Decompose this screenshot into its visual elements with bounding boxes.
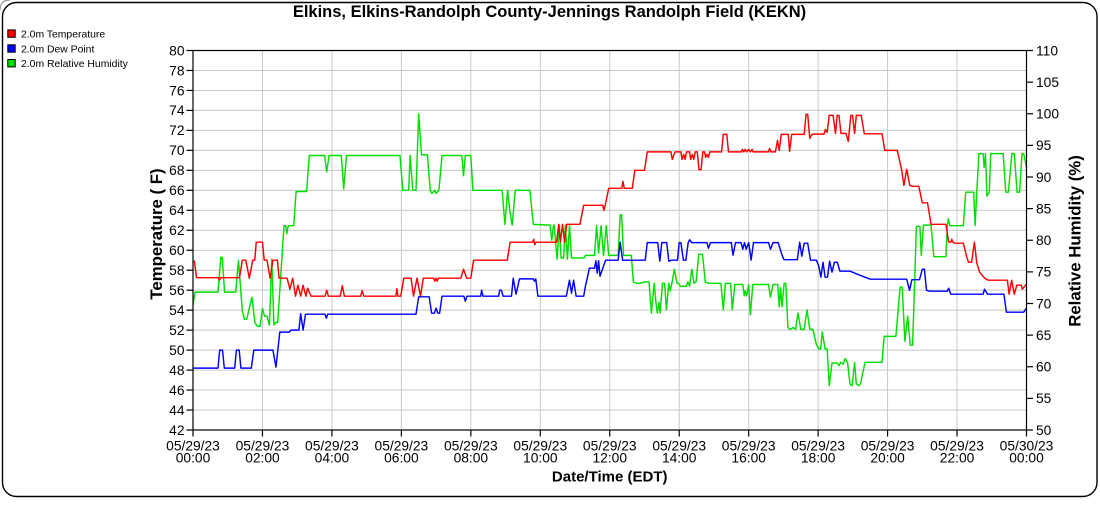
svg-text:50: 50 <box>1036 423 1052 438</box>
svg-text:64: 64 <box>169 203 185 218</box>
svg-text:05/29/23: 05/29/23 <box>583 438 637 453</box>
svg-text:46: 46 <box>169 383 185 398</box>
svg-text:05/29/23: 05/29/23 <box>861 438 915 453</box>
svg-text:72: 72 <box>169 123 184 138</box>
svg-text:95: 95 <box>1036 138 1052 153</box>
svg-text:60: 60 <box>1036 360 1052 375</box>
svg-text:42: 42 <box>169 423 184 438</box>
svg-text:18:00: 18:00 <box>801 450 836 465</box>
svg-text:50: 50 <box>169 343 185 358</box>
svg-text:48: 48 <box>169 363 185 378</box>
svg-text:05/30/23: 05/30/23 <box>1000 438 1054 453</box>
svg-text:2.0m Relative Humidity: 2.0m Relative Humidity <box>21 59 129 70</box>
svg-text:52: 52 <box>169 323 184 338</box>
svg-text:66: 66 <box>169 183 185 198</box>
svg-text:05/29/23: 05/29/23 <box>791 438 845 453</box>
svg-text:70: 70 <box>1036 296 1052 311</box>
svg-text:12:00: 12:00 <box>592 450 627 465</box>
svg-text:Date/Time (EDT): Date/Time (EDT) <box>552 469 668 486</box>
svg-text:00:00: 00:00 <box>1009 450 1044 465</box>
svg-text:74: 74 <box>169 103 185 118</box>
svg-text:Relative Humidity (%): Relative Humidity (%) <box>1066 155 1085 327</box>
svg-text:05/29/23: 05/29/23 <box>166 438 220 453</box>
svg-text:06:00: 06:00 <box>384 450 419 465</box>
svg-text:Elkins, Elkins-Randolph County: Elkins, Elkins-Randolph County-Jennings … <box>293 3 806 21</box>
svg-text:02:00: 02:00 <box>245 450 280 465</box>
svg-text:05/29/23: 05/29/23 <box>652 438 706 453</box>
svg-text:70: 70 <box>169 143 185 158</box>
svg-text:16:00: 16:00 <box>731 450 766 465</box>
svg-text:62: 62 <box>169 223 184 238</box>
svg-text:05/29/23: 05/29/23 <box>930 438 984 453</box>
svg-text:90: 90 <box>1036 170 1052 185</box>
svg-text:Temperature ( F): Temperature ( F) <box>147 168 166 299</box>
svg-text:75: 75 <box>1036 265 1052 280</box>
svg-text:04:00: 04:00 <box>315 450 350 465</box>
svg-text:58: 58 <box>169 263 185 278</box>
svg-text:78: 78 <box>169 63 185 78</box>
svg-text:76: 76 <box>169 83 185 98</box>
svg-text:2.0m Dew Point: 2.0m Dew Point <box>21 44 94 55</box>
svg-text:05/29/23: 05/29/23 <box>305 438 359 453</box>
svg-text:100: 100 <box>1036 107 1059 122</box>
svg-text:05/29/23: 05/29/23 <box>236 438 290 453</box>
svg-text:14:00: 14:00 <box>662 450 697 465</box>
svg-text:05/29/23: 05/29/23 <box>444 438 498 453</box>
svg-text:110: 110 <box>1036 43 1058 58</box>
svg-text:68: 68 <box>169 163 185 178</box>
svg-text:10:00: 10:00 <box>523 450 558 465</box>
svg-text:05/29/23: 05/29/23 <box>722 438 776 453</box>
svg-text:56: 56 <box>169 283 185 298</box>
svg-text:44: 44 <box>169 403 185 418</box>
svg-text:60: 60 <box>169 243 185 258</box>
svg-text:85: 85 <box>1036 201 1052 216</box>
svg-text:105: 105 <box>1036 75 1059 90</box>
svg-text:05/29/23: 05/29/23 <box>513 438 567 453</box>
svg-text:05/29/23: 05/29/23 <box>375 438 429 453</box>
svg-text:65: 65 <box>1036 328 1052 343</box>
svg-text:22:00: 22:00 <box>940 450 975 465</box>
svg-text:54: 54 <box>169 303 185 318</box>
svg-text:00:00: 00:00 <box>176 450 211 465</box>
svg-text:2.0m Temperature: 2.0m Temperature <box>21 30 105 41</box>
svg-text:08:00: 08:00 <box>454 450 489 465</box>
svg-text:55: 55 <box>1036 391 1052 406</box>
svg-text:20:00: 20:00 <box>870 450 905 465</box>
svg-text:80: 80 <box>169 43 185 58</box>
svg-text:80: 80 <box>1036 233 1052 248</box>
